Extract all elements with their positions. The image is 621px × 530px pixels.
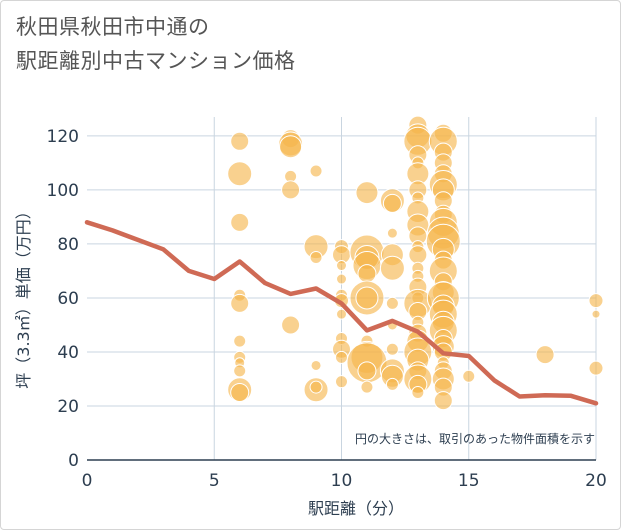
chart-title: 秋田県秋田市中通の 駅距離別中古マンション価格	[16, 10, 296, 78]
data-bubble	[360, 380, 374, 394]
y-tick-label: 100	[47, 181, 79, 201]
y-tick-label: 20	[57, 397, 79, 417]
data-bubble	[355, 286, 379, 310]
data-bubble	[227, 161, 253, 187]
data-bubble	[385, 342, 399, 356]
x-tick-label: 10	[331, 471, 353, 491]
data-bubble	[588, 293, 604, 309]
y-tick-label: 120	[47, 127, 79, 147]
data-bubble	[281, 180, 301, 200]
x-tick-label: 15	[458, 471, 480, 491]
data-bubble	[233, 364, 247, 378]
data-bubble	[310, 359, 322, 371]
data-bubble	[385, 377, 399, 391]
size-annotation: 円の大きさは、取引のあった物件面積を示す	[355, 431, 595, 446]
x-tick-label: 0	[82, 471, 93, 491]
x-tick-label: 20	[585, 471, 607, 491]
data-bubble	[357, 264, 377, 284]
trend-line-path	[84, 220, 599, 406]
chart-title-line-2: 駅距離別中古マンション価格	[16, 49, 296, 73]
x-tick-label: 5	[209, 471, 220, 491]
data-bubble	[309, 164, 323, 178]
data-bubble	[355, 181, 379, 205]
trend-line	[84, 220, 599, 406]
y-tick-label: 0	[68, 451, 79, 471]
data-bubble	[230, 212, 250, 232]
data-bubble	[386, 227, 398, 239]
y-axis-title: 坪（3.3㎡）単価（万円）	[14, 203, 33, 388]
data-bubble	[336, 308, 347, 320]
y-tick-label: 40	[57, 343, 79, 363]
data-bubble	[408, 245, 428, 265]
grid-lines	[87, 117, 597, 460]
data-bubble	[230, 293, 250, 313]
data-bubble	[382, 193, 402, 213]
data-bubble	[309, 250, 323, 264]
chart-title-line-1: 秋田県秋田市中通の	[16, 15, 210, 39]
data-bubble	[462, 369, 476, 383]
data-bubble	[433, 391, 453, 411]
data-bubble	[281, 315, 301, 335]
data-bubble	[591, 309, 601, 319]
data-bubble	[230, 382, 250, 402]
data-bubble	[336, 273, 347, 285]
data-bubble	[230, 131, 250, 151]
data-bubble	[233, 334, 247, 348]
x-axis-title: 駅距離（分）	[308, 499, 404, 518]
data-bubble	[279, 135, 303, 159]
data-bubble	[335, 375, 348, 389]
data-bubble	[335, 350, 348, 364]
data-bubble	[385, 296, 399, 310]
data-bubble	[336, 260, 347, 272]
data-bubble	[411, 385, 425, 399]
y-tick-label: 60	[57, 289, 79, 309]
data-bubble	[379, 255, 405, 281]
data-bubble	[309, 380, 323, 394]
data-bubble	[535, 345, 555, 365]
bubbles	[227, 115, 604, 411]
data-bubble	[588, 360, 604, 376]
data-bubble	[357, 361, 377, 381]
axes: 0 5 10 15 20 0 20 40 60 80 100 120	[47, 127, 607, 491]
y-tick-label: 80	[57, 235, 79, 255]
